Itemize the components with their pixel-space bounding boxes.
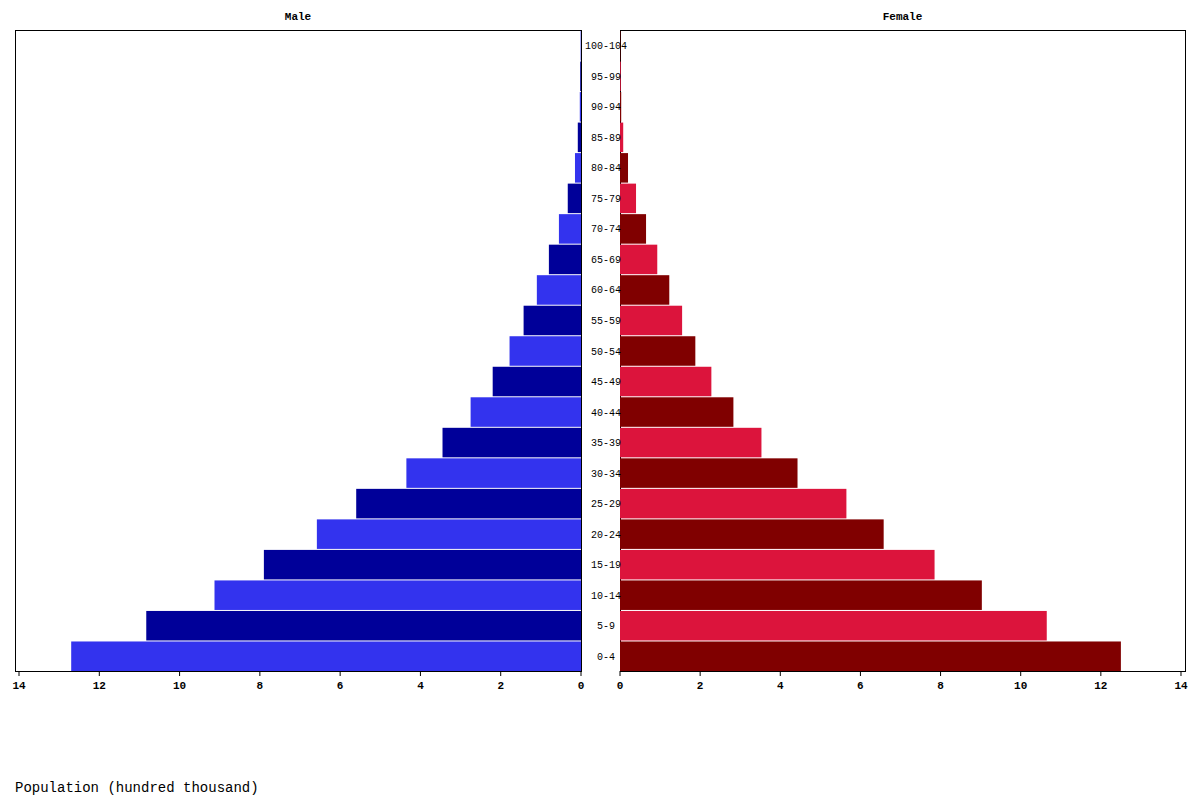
bar — [578, 123, 581, 153]
tick-label: 4 — [417, 680, 424, 692]
bar — [568, 184, 581, 214]
bar — [580, 62, 582, 92]
bar — [620, 214, 646, 244]
bar — [620, 611, 1047, 641]
tick — [1020, 671, 1021, 676]
category-label: 10-14 — [591, 591, 621, 602]
tick-label: 4 — [777, 680, 784, 692]
bar — [620, 641, 1121, 671]
tick-label: 8 — [257, 680, 264, 692]
tick — [19, 671, 20, 676]
bar — [471, 397, 581, 427]
tick-label: 14 — [12, 680, 26, 692]
category-label: 0-4 — [597, 652, 615, 663]
tick — [1180, 671, 1181, 676]
category-label: 100-104 — [585, 41, 627, 52]
tick — [860, 671, 861, 676]
bar — [71, 641, 581, 671]
tick-label: 8 — [937, 680, 944, 692]
bar — [620, 519, 884, 549]
category-label: 95-99 — [591, 72, 621, 83]
category-label: 15-19 — [591, 560, 621, 571]
tick-label: 10 — [173, 680, 186, 692]
tick — [340, 671, 341, 676]
tick-label: 2 — [697, 680, 704, 692]
tick — [500, 671, 501, 676]
category-label: 65-69 — [591, 255, 621, 266]
bar — [620, 336, 695, 366]
tick-label: 10 — [1014, 680, 1027, 692]
axis-label: Population (hundred thousand) — [15, 780, 259, 796]
bars — [620, 31, 1121, 671]
bar — [620, 397, 733, 427]
bar — [510, 336, 581, 366]
tick-label: 14 — [1174, 680, 1188, 692]
category-label: 25-29 — [591, 499, 621, 510]
category-label: 90-94 — [591, 102, 621, 113]
tick — [420, 671, 421, 676]
bar — [620, 367, 711, 397]
tick — [700, 671, 701, 676]
tick-label: 2 — [497, 680, 504, 692]
bar — [620, 489, 846, 519]
tick — [940, 671, 941, 676]
category-label: 80-84 — [591, 163, 621, 174]
bars — [71, 31, 581, 671]
bar — [620, 245, 657, 275]
tick-label: 12 — [93, 680, 106, 692]
bar — [620, 184, 636, 214]
category-label: 35-39 — [591, 438, 621, 449]
bar — [620, 580, 982, 610]
bar — [575, 153, 581, 183]
category-label: 5-9 — [597, 621, 615, 632]
bar — [559, 214, 581, 244]
bar — [580, 92, 581, 122]
bar — [493, 367, 581, 397]
bar — [620, 153, 628, 183]
category-label: 85-89 — [591, 133, 621, 144]
category-label: 45-49 — [591, 377, 621, 388]
category-label: 20-24 — [591, 530, 621, 541]
tick — [99, 671, 100, 676]
tick — [620, 671, 621, 676]
tick — [179, 671, 180, 676]
category-label: 70-74 — [591, 224, 621, 235]
bar — [580, 31, 581, 61]
tick-label: 6 — [337, 680, 344, 692]
tick-label: 12 — [1094, 680, 1107, 692]
tick — [259, 671, 260, 676]
tick — [780, 671, 781, 676]
plot-frame — [621, 31, 1186, 672]
category-label: 40-44 — [591, 408, 621, 419]
tick-label: 0 — [578, 680, 585, 692]
bar — [620, 306, 682, 336]
tick — [581, 671, 582, 676]
category-label: 50-54 — [591, 347, 621, 358]
category-label: 30-34 — [591, 469, 621, 480]
bar — [317, 519, 581, 549]
bar — [549, 245, 581, 275]
bar — [443, 428, 581, 458]
bar — [264, 550, 581, 580]
bar — [620, 275, 669, 305]
chart: Male 0 2 4 6 8 10 12 14 Female 0 2 4 6 8 10 12 14 0-4 5-9 10… — [0, 0, 1200, 800]
category-label: 55-59 — [591, 316, 621, 327]
tick-label: 6 — [857, 680, 864, 692]
tick — [1100, 671, 1101, 676]
category-label: 75-79 — [591, 194, 621, 205]
bar — [524, 306, 581, 336]
bar — [620, 458, 798, 488]
bar — [620, 428, 761, 458]
panel-title: Female — [883, 11, 923, 23]
tick-label: 0 — [617, 680, 624, 692]
bar — [215, 580, 581, 610]
bar — [146, 611, 581, 641]
plot-frame — [16, 31, 582, 672]
panel-title: Male — [285, 11, 312, 23]
category-label: 60-64 — [591, 285, 621, 296]
bar — [406, 458, 581, 488]
bar — [620, 550, 935, 580]
bar — [537, 275, 581, 305]
bar — [356, 489, 581, 519]
